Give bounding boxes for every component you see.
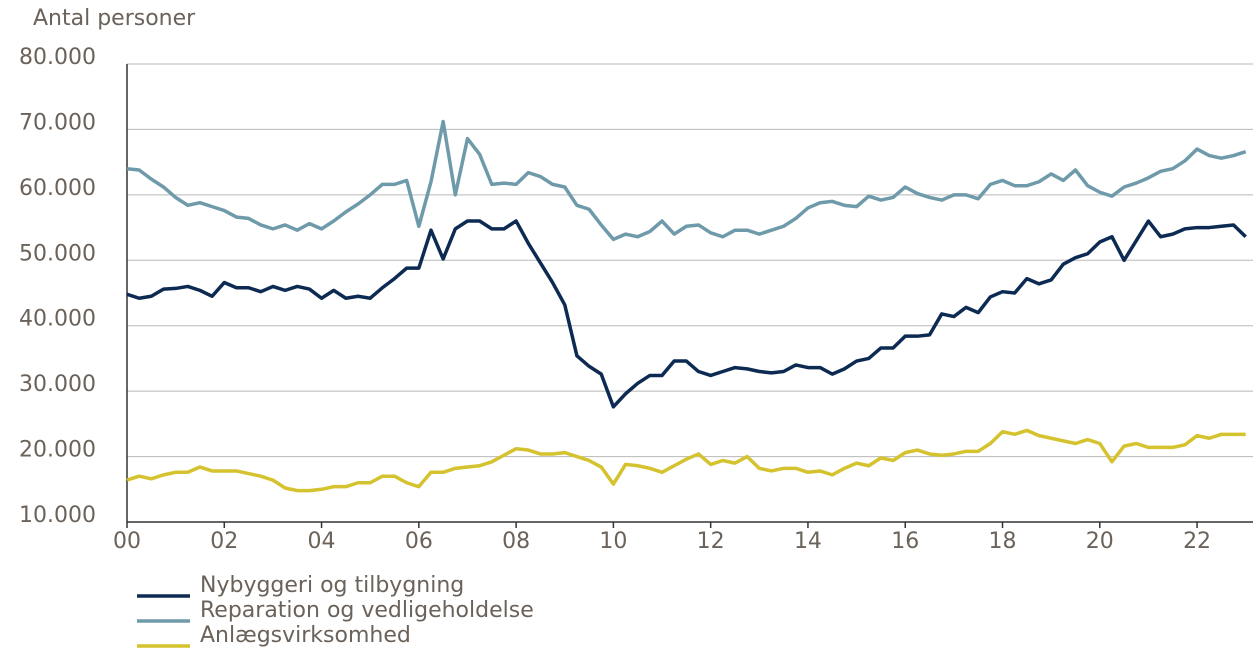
y-tick-label: 50.000 bbox=[19, 241, 96, 266]
y-tick-label: 20.000 bbox=[19, 438, 96, 463]
y-tick-label: 10.000 bbox=[19, 503, 96, 528]
x-tick-label: 20 bbox=[1086, 529, 1114, 554]
x-tick-label: 12 bbox=[697, 529, 725, 554]
y-tick-label: 40.000 bbox=[19, 307, 96, 332]
x-tick-label: 14 bbox=[794, 529, 822, 554]
x-tick-label: 04 bbox=[308, 529, 336, 554]
x-tick-label: 18 bbox=[989, 529, 1017, 554]
series-line bbox=[126, 428, 1246, 493]
y-tick-label: 30.000 bbox=[19, 372, 96, 397]
legend-label: Reparation og vedligeholdelse bbox=[200, 598, 534, 623]
legend-label: Nybyggeri og tilbygning bbox=[200, 573, 464, 598]
x-tick-label: 06 bbox=[405, 529, 433, 554]
y-tick-label: 80.000 bbox=[19, 45, 96, 70]
x-tick-label: 02 bbox=[210, 529, 238, 554]
y-tick-label: 70.000 bbox=[19, 110, 96, 135]
y-tick-label: 60.000 bbox=[19, 176, 96, 201]
y-axis-title: Antal personer bbox=[33, 6, 196, 31]
x-tick-label: 00 bbox=[113, 529, 141, 554]
series-line bbox=[126, 119, 1247, 242]
series-line bbox=[126, 219, 1247, 409]
x-tick-label: 10 bbox=[599, 529, 627, 554]
x-tick-label: 16 bbox=[891, 529, 919, 554]
legend-label: Anlægsvirksomhed bbox=[200, 623, 411, 648]
x-tick-label: 22 bbox=[1183, 529, 1211, 554]
x-tick-label: 08 bbox=[502, 529, 530, 554]
